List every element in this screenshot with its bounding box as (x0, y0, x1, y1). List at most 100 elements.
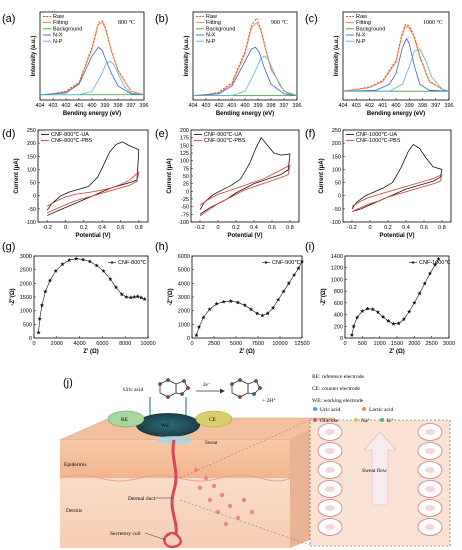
y-tick-label: 0 (186, 189, 189, 195)
y-tick-label: 1200 (331, 266, 343, 272)
x-tick-label: 401 (378, 103, 387, 109)
data-point-star (47, 278, 53, 283)
panel-label-g: (g) (2, 241, 15, 253)
data-point-star (235, 300, 240, 305)
x-tick-label: 397 (279, 103, 288, 109)
data-point-star (39, 303, 45, 307)
legend-entry: Raw (356, 14, 367, 20)
coil-pointer (144, 532, 167, 541)
re-electrode-label: RE (121, 417, 129, 423)
x-axis-label: Bending energy (eV) (63, 111, 121, 117)
secretory-coil-label: Secretory coil (110, 531, 141, 537)
x-tick-label: 401 (74, 103, 83, 109)
reaction-protons-label: + 2H⁺ (262, 397, 276, 404)
legend-re: RE: reference electrode (312, 373, 364, 380)
y-tick-label: 150 (27, 154, 36, 160)
data-point-star (370, 307, 375, 312)
xps-chart-900: 404 403 402 401 400 399 398 397 396 Bending energ… (184, 11, 302, 117)
data-point-star (94, 263, 99, 268)
glucose-marker-icon (313, 418, 317, 422)
x-tick-label: 401 (227, 103, 236, 109)
we-electrode-label: WE (161, 423, 170, 429)
y-tick-label: 1500 (20, 295, 32, 301)
x-tick-label: 402 (214, 103, 223, 109)
y-tick-label: 150 (180, 143, 189, 149)
data-point-star (101, 268, 106, 273)
legend-marker-star (110, 260, 114, 264)
y-tick-label: 500 (23, 322, 32, 328)
legend-entry: N-P (356, 39, 366, 45)
cell-nucleus (425, 429, 435, 435)
y-tick-label: 100 (332, 167, 341, 173)
temperature-annotation: 800 °C (118, 19, 135, 26)
x-tick-label: 0.8 (438, 225, 446, 231)
data-point-star (296, 266, 301, 271)
x-tick-label: 500 (358, 341, 367, 347)
x-axis-label: Potential (V) (75, 233, 110, 239)
na-marker-icon (354, 418, 358, 422)
x-tick-label: 0.6 (268, 225, 276, 231)
data-point-star (37, 316, 42, 321)
y-tick-label: 125 (180, 151, 189, 157)
legend-entry: CNF-900℃ (272, 260, 301, 266)
legend-entry: CNF-800℃ (118, 260, 147, 266)
y-tick-label: 25 (183, 182, 189, 188)
y-tick-label: -100 (330, 220, 341, 226)
y-axis-label: Intensity (a.u.) (334, 36, 340, 77)
y-tick-label: 200 (27, 141, 36, 147)
legend-marker-star (264, 260, 268, 264)
legend-entry: N-X (206, 33, 216, 39)
y-tick-label: -75 (181, 212, 189, 218)
x-tick-label: 396 (444, 103, 453, 109)
temperature-annotation: 900 °C (271, 19, 288, 26)
x-tick-label: 0 (216, 225, 219, 231)
x-tick-label: 10000 (272, 341, 287, 347)
data-point-star (386, 318, 391, 323)
y-tick-label: 150 (332, 154, 341, 160)
y-tick-label: 400 (334, 313, 343, 319)
reaction-arrowhead (220, 388, 225, 394)
data-point-star (265, 311, 270, 316)
sweat-droplets (193, 467, 255, 527)
series-line-CNF-900℃ (196, 261, 303, 336)
x-tick-label: 399 (100, 103, 109, 109)
data-point-star (221, 299, 226, 304)
data-point-star (135, 294, 140, 299)
cell-nucleus (325, 524, 335, 530)
x-tick-label: 7500 (252, 341, 264, 347)
data-point-star (201, 315, 206, 320)
data-point-star (391, 321, 396, 326)
sweat-label: Sweat (205, 441, 218, 446)
legend-entry: N-P (53, 39, 63, 45)
cell-nucleus (325, 486, 335, 492)
legend-entry: CNF-900℃-UA (204, 132, 242, 138)
x-tick-label: 5000 (230, 341, 242, 347)
x-tick-label: 0 (64, 225, 67, 231)
legend-na: Na⁺ (361, 417, 370, 424)
series-CNF-900℃-PBS (199, 164, 291, 217)
x-axis-label: Potential (V) (227, 233, 262, 239)
legend-entry: CNF-900℃-PBS (204, 138, 246, 144)
legend-entry: CNF-1000℃-UA (356, 132, 397, 138)
y-tick-label: 175 (180, 136, 189, 142)
legend-entry: N-X (356, 33, 366, 39)
data-point-star (194, 333, 199, 338)
y-axis-label: Current (μA) (167, 158, 173, 193)
data-point-star (401, 317, 407, 322)
y-axis-label: -Z''(Ω) (321, 288, 327, 305)
y-tick-label: 200 (334, 324, 343, 330)
data-point-star (412, 300, 417, 305)
x-tick-label: 398 (113, 103, 122, 109)
data-point-star (427, 271, 433, 276)
x-tick-label: -0.2 (347, 225, 356, 231)
panel-label-c: (c) (305, 13, 318, 25)
y-axis-label: -Z''(Ω) (10, 288, 16, 305)
x-tick-label: 0.2 (80, 225, 88, 231)
data-point-star (87, 259, 92, 264)
data-point-star (108, 277, 113, 282)
lactic-acid-marker-icon (362, 407, 366, 411)
x-tick-label: 399 (405, 103, 414, 109)
legend-entry: Fitting (356, 20, 371, 26)
data-point-star (248, 307, 254, 312)
y-tick-label: -100 (25, 220, 36, 226)
